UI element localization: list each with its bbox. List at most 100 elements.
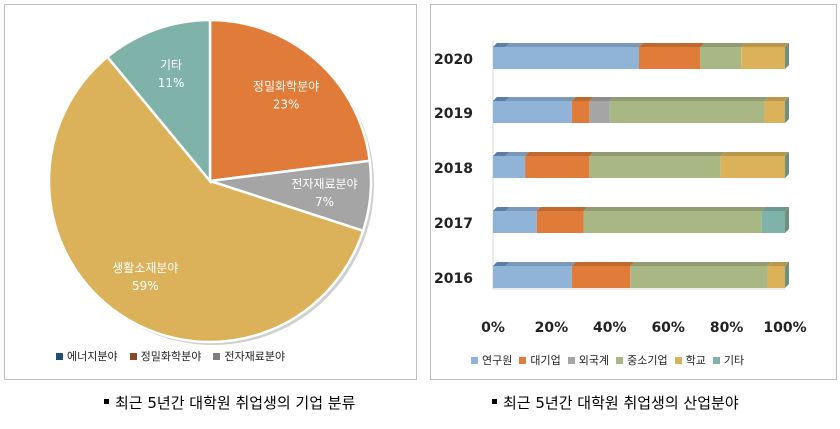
bar-segment <box>764 101 785 123</box>
pie-slice-name-label: 기타 <box>160 58 182 72</box>
bar-segment-top <box>630 262 772 266</box>
bar-segment-top <box>571 262 635 266</box>
bar-segment-top <box>700 43 746 47</box>
bar-segment-top <box>536 207 588 211</box>
bar-segment <box>571 266 631 288</box>
bar-segment <box>741 47 785 69</box>
legend-label: 기타 <box>723 354 745 367</box>
bar-segment <box>720 156 785 178</box>
bar-legend-item: 기타 <box>712 352 745 368</box>
legend-swatch <box>674 356 682 364</box>
bar-segment <box>493 266 572 288</box>
bar-segment-top <box>767 262 789 266</box>
bar-segment <box>609 101 765 123</box>
bar-segment-top <box>571 97 594 101</box>
bar-segment <box>525 156 590 178</box>
legend-swatch <box>129 352 137 360</box>
bar-segment-top <box>493 43 643 47</box>
bar-legend-item: 연구원 <box>471 352 512 368</box>
bar-segment-top <box>761 207 789 211</box>
bar-segment-top <box>639 43 705 47</box>
y-tick-label: 2017 <box>434 216 473 232</box>
legend-label: 전자재료분야 <box>224 350 286 363</box>
bar-end-face <box>785 43 789 69</box>
bar-chart-panel: 2020 2019 2018 2017 2016 0% 20% 40% 60% 80% 100% <box>430 4 837 380</box>
bar-segment <box>493 101 572 123</box>
bar-legend-item: 학교 <box>674 352 706 368</box>
legend-label: 연구원 <box>482 354 513 367</box>
bar-edge <box>493 152 509 156</box>
bar-end-face <box>785 207 789 233</box>
bar-segment-top <box>493 262 576 266</box>
bar-segment-top <box>764 97 789 101</box>
y-tick-label: 2020 <box>434 52 473 68</box>
bar-end-face <box>785 262 789 288</box>
x-tick-label: 80% <box>710 320 744 336</box>
legend-label: 학교 <box>685 354 706 367</box>
pie-slice-name-label: 생활소재분야 <box>112 261 178 275</box>
caption-right: 최근 5년간 대학원 취업생의 산업분야 <box>492 392 739 413</box>
y-tick-label: 2016 <box>434 271 473 287</box>
bar-legend-item: 대기업 <box>519 352 561 368</box>
legend-label: 대기업 <box>530 354 561 367</box>
bar-segment <box>589 101 610 123</box>
bar-segment <box>571 101 590 123</box>
bar-segment-top <box>609 97 769 101</box>
x-tick-label: 20% <box>535 320 569 336</box>
legend-swatch <box>616 356 624 364</box>
legend-swatch <box>56 352 63 360</box>
bar-segment-top <box>589 152 725 156</box>
bar-segment <box>493 156 526 178</box>
bar-segment-top <box>493 97 576 101</box>
bullet-icon <box>104 399 109 404</box>
bar-segment <box>583 211 762 233</box>
bar-segment-top <box>589 97 614 101</box>
pie-slice-value-label: 23% <box>273 98 300 112</box>
bar-legend: 연구원 대기업 외국계 중소기업 학교 기타 <box>471 352 751 368</box>
caption-right-text: 최근 5년간 대학원 취업생의 산업분야 <box>503 394 739 412</box>
bar-segment <box>767 266 785 288</box>
bar-edge <box>493 207 509 211</box>
caption-left: 최근 5년간 대학원 취업생의 기업 분류 <box>104 392 355 413</box>
legend-swatch <box>712 356 720 364</box>
bar-segment-top <box>741 43 789 47</box>
bar-segment <box>493 47 639 69</box>
legend-swatch <box>519 356 527 364</box>
bar-end-face <box>785 152 789 178</box>
pie-slice-name-label: 정밀화학분야 <box>253 80 319 94</box>
caption-left-text: 최근 5년간 대학원 취업생의 기업 분류 <box>115 394 356 412</box>
legend-label: 중소기업 <box>627 354 668 367</box>
bar-end-face <box>785 97 789 123</box>
legend-swatch <box>471 356 478 364</box>
bar-edge <box>493 262 509 266</box>
pie-chart-panel: 정밀화학분야 23% 전자재료분야 7% 생활소재분야 59% 기타 11% <box>4 4 417 380</box>
pie-slice-name-label: 전자재료분야 <box>291 177 357 191</box>
pie-slice-value-label: 11% <box>158 76 185 90</box>
pie-slice-3 <box>47 55 365 344</box>
pie-legend: 에너지분야 정밀화학분야 전자재료분야 <box>56 348 297 364</box>
pie-slice-value-label: 59% <box>132 279 159 293</box>
x-tick-label: 0% <box>481 320 505 336</box>
pie-legend-item: 에너지분야 <box>56 348 118 364</box>
legend-label: 에너지분야 <box>67 350 118 363</box>
bar-legend-item: 중소기업 <box>616 352 668 368</box>
bar-segment <box>630 266 768 288</box>
stacked-bar-chart: 2020 2019 2018 2017 2016 0% 20% 40% 60% 80% 100% <box>434 41 807 336</box>
y-tick-label: 2019 <box>434 106 473 122</box>
legend-swatch <box>213 352 221 360</box>
bar-edge <box>493 43 509 47</box>
pie-slice-4 <box>105 18 212 185</box>
x-tick-label: 100% <box>763 320 806 336</box>
x-tick-label: 60% <box>651 320 685 336</box>
bar-edge <box>493 97 509 101</box>
pie-chart: 정밀화학분야 23% 전자재료분야 7% 생활소재분야 59% 기타 11% <box>47 18 374 345</box>
bar-segment <box>589 156 721 178</box>
legend-label: 정밀화학분야 <box>140 350 202 363</box>
bar-segment <box>493 211 537 233</box>
y-tick-label: 2018 <box>434 161 473 177</box>
bar-segment-top <box>720 152 789 156</box>
bar-legend-item: 외국계 <box>567 352 610 368</box>
pie-legend-item: 정밀화학분야 <box>129 348 202 364</box>
legend-label: 외국계 <box>578 354 610 367</box>
bullet-icon <box>492 399 497 404</box>
